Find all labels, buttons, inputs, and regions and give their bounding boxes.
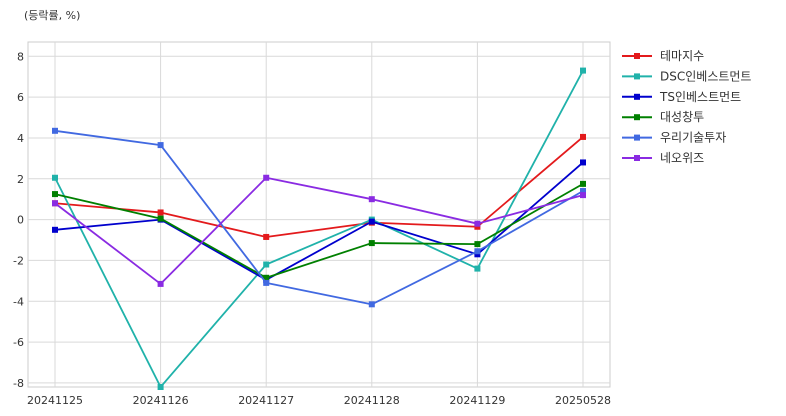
data-point [263, 233, 270, 240]
data-point [368, 196, 375, 203]
legend-label: 테마지수 [660, 49, 704, 63]
data-point [368, 240, 375, 247]
legend-label: 대성창투 [660, 110, 704, 124]
data-point [263, 174, 270, 181]
series-1 [52, 133, 586, 240]
series-lines [52, 67, 586, 390]
series-line [54, 161, 584, 281]
data-point [580, 192, 586, 199]
legend-marker [634, 114, 640, 121]
data-point [580, 133, 586, 140]
y-axis: -8 -6 -4 -2 0 2 4 6 8 [13, 50, 24, 390]
series-line [54, 183, 584, 279]
data-point [52, 127, 58, 134]
series-line [54, 176, 584, 285]
data-point [580, 180, 586, 187]
y-tick-label: 0 [17, 214, 24, 227]
legend-label: DSC인베스트먼트 [660, 69, 751, 83]
data-point [580, 159, 586, 166]
legend-marker [634, 53, 640, 59]
legend-marker [634, 93, 640, 100]
data-point [368, 301, 375, 308]
unit-label: (등락률, %) [24, 9, 80, 22]
x-tick-label: 20250528 [555, 394, 611, 407]
y-tick-label: -8 [13, 377, 24, 390]
legend-label: 우리기술투자 [660, 131, 726, 145]
legend-label: TS인베스트먼트 [659, 90, 741, 104]
legend-marker [634, 73, 640, 80]
data-point [157, 384, 164, 390]
series-5 [52, 127, 586, 308]
data-point [52, 226, 58, 233]
grid-lines [28, 42, 610, 387]
y-tick-label: 2 [17, 173, 24, 186]
y-tick-label: 4 [17, 132, 24, 145]
data-point [474, 265, 481, 272]
series-line [54, 70, 584, 388]
data-point [580, 188, 586, 195]
data-point [263, 261, 270, 268]
x-tick-label: 20241125 [27, 394, 83, 407]
series-3 [52, 159, 586, 283]
x-tick-label: 20241128 [344, 394, 400, 407]
y-tick-label: -2 [13, 254, 24, 267]
legend-item: 네오위즈 [622, 151, 704, 165]
x-tick-label: 20241126 [133, 394, 189, 407]
legend-item: TS인베스트먼트 [622, 90, 741, 104]
legend-item: DSC인베스트먼트 [622, 69, 751, 83]
data-point [52, 191, 58, 198]
data-point [157, 280, 164, 287]
series-line [54, 136, 584, 238]
data-point [474, 220, 481, 227]
y-tick-label: 6 [17, 91, 24, 104]
legend-item: 테마지수 [622, 49, 704, 63]
data-point [52, 174, 58, 181]
y-tick-label: -6 [13, 336, 24, 349]
data-point [474, 241, 481, 248]
legend-label: 네오위즈 [660, 151, 704, 165]
data-point [474, 251, 481, 258]
data-point [368, 218, 375, 225]
data-point [263, 279, 270, 286]
data-point [157, 142, 164, 149]
legend-item: 대성창투 [622, 110, 704, 124]
x-tick-label: 20241127 [238, 394, 294, 407]
legend-marker [634, 155, 640, 161]
legend-marker [634, 134, 640, 141]
data-point [580, 67, 586, 74]
data-point [157, 215, 164, 222]
series-6 [52, 174, 586, 287]
x-axis: 20241125 20241126 20241127 20241128 20241129… [27, 394, 611, 407]
data-point [157, 209, 164, 216]
data-point [474, 223, 481, 230]
x-tick-label: 20241129 [449, 394, 505, 407]
y-tick-label: -4 [13, 295, 24, 308]
data-point [474, 248, 481, 255]
y-tick-label: 8 [17, 50, 24, 63]
series-4 [52, 180, 586, 281]
plot-area [27, 41, 611, 388]
data-point [52, 200, 58, 207]
legend-item: 우리기술투자 [622, 131, 726, 145]
series-line [54, 129, 584, 306]
data-point [263, 274, 270, 281]
